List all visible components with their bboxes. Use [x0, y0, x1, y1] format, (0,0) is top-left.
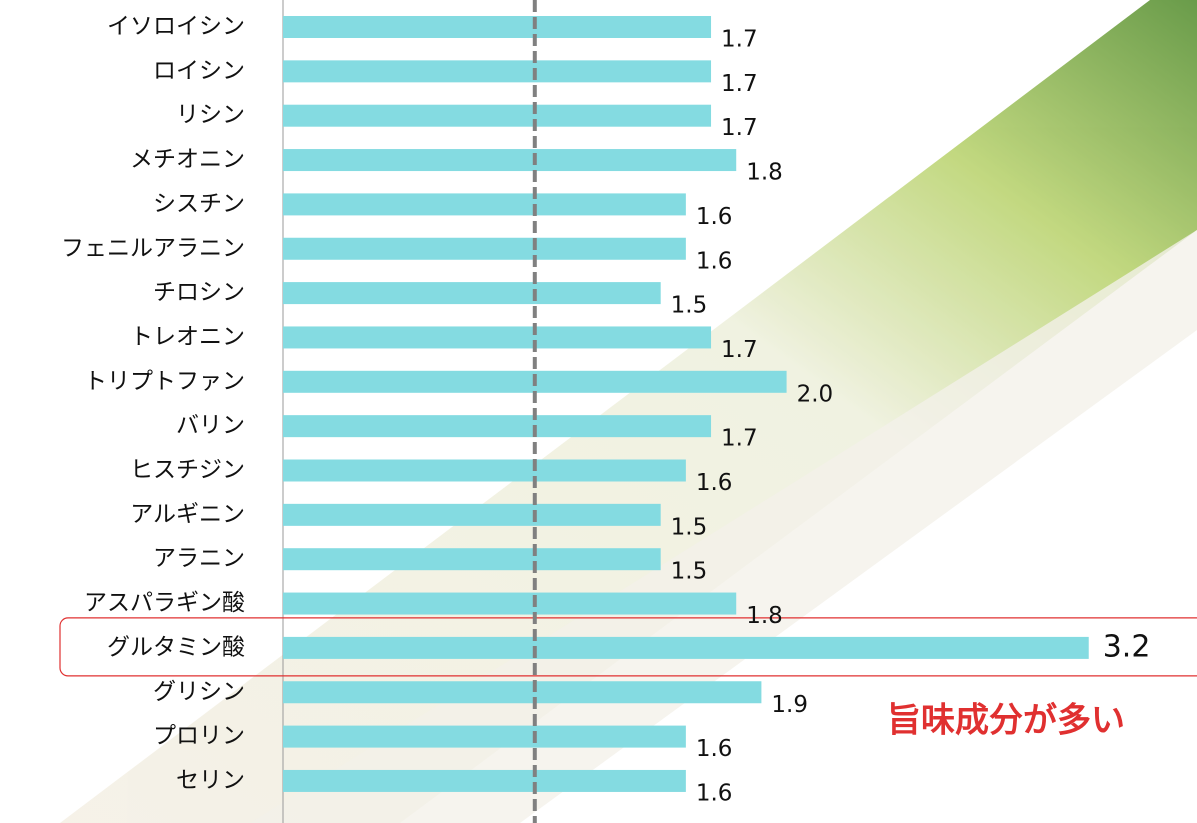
bar: [283, 282, 661, 304]
category-label: グルタミン酸: [107, 634, 245, 660]
value-label: 1.6: [696, 780, 733, 806]
value-label: 1.5: [671, 293, 708, 319]
bar: [283, 149, 736, 171]
bar: [283, 726, 686, 748]
value-label: 1.7: [721, 426, 758, 452]
value-label: 1.5: [671, 514, 708, 540]
category-label: アスパラギン酸: [84, 590, 245, 616]
category-label: アルギニン: [130, 501, 245, 527]
category-label: イソロイシン: [107, 14, 245, 40]
bar: [283, 16, 711, 38]
value-label: 1.7: [721, 115, 758, 141]
category-label: ヒスチジン: [130, 457, 245, 483]
category-label: トレオニン: [130, 324, 245, 350]
bar: [283, 460, 686, 482]
bar: [283, 504, 661, 526]
bar: [283, 60, 711, 82]
category-label: シスチン: [153, 191, 245, 217]
annotation: 旨味成分が多い: [887, 701, 1125, 741]
value-label: 1.6: [696, 736, 733, 762]
category-label: メチオニン: [130, 147, 245, 173]
category-label: リシン: [176, 102, 245, 128]
bar: [283, 681, 761, 703]
category-label: フェニルアラニン: [61, 235, 245, 261]
bar: [283, 548, 661, 570]
bar: [283, 593, 736, 615]
category-label: グリシン: [153, 679, 245, 705]
bar: [283, 238, 686, 260]
category-label: チロシン: [153, 280, 245, 306]
bar: [283, 326, 711, 348]
bar: [283, 637, 1089, 659]
category-label: ロイシン: [153, 58, 245, 84]
value-label: 1.6: [696, 248, 733, 274]
value-label: 1.9: [771, 692, 808, 718]
value-label: 1.8: [746, 160, 783, 186]
bar: [283, 193, 686, 215]
bar: [283, 415, 711, 437]
bar: [283, 105, 711, 127]
value-label: 1.7: [721, 337, 758, 363]
value-label: 1.6: [696, 470, 733, 496]
value-label: 1.6: [696, 204, 733, 230]
value-label: 1.8: [746, 603, 783, 629]
category-label: アラニン: [153, 546, 245, 572]
category-label: プロリン: [153, 723, 245, 749]
value-label: 1.7: [721, 71, 758, 97]
chart: イソロイシン 1.7 ロイシン 1.7 リシン 1.7 メチオニン 1.8 シスチン 1.6 フェニ…: [0, 0, 1197, 823]
value-label: 2.0: [797, 381, 834, 407]
category-label: セリン: [176, 767, 245, 793]
value-label: 3.2: [1103, 629, 1151, 664]
bar: [283, 770, 686, 792]
category-label: トリプトファン: [84, 368, 245, 394]
category-label: バリン: [176, 413, 245, 439]
value-label: 1.7: [721, 27, 758, 53]
value-label: 1.5: [671, 559, 708, 585]
